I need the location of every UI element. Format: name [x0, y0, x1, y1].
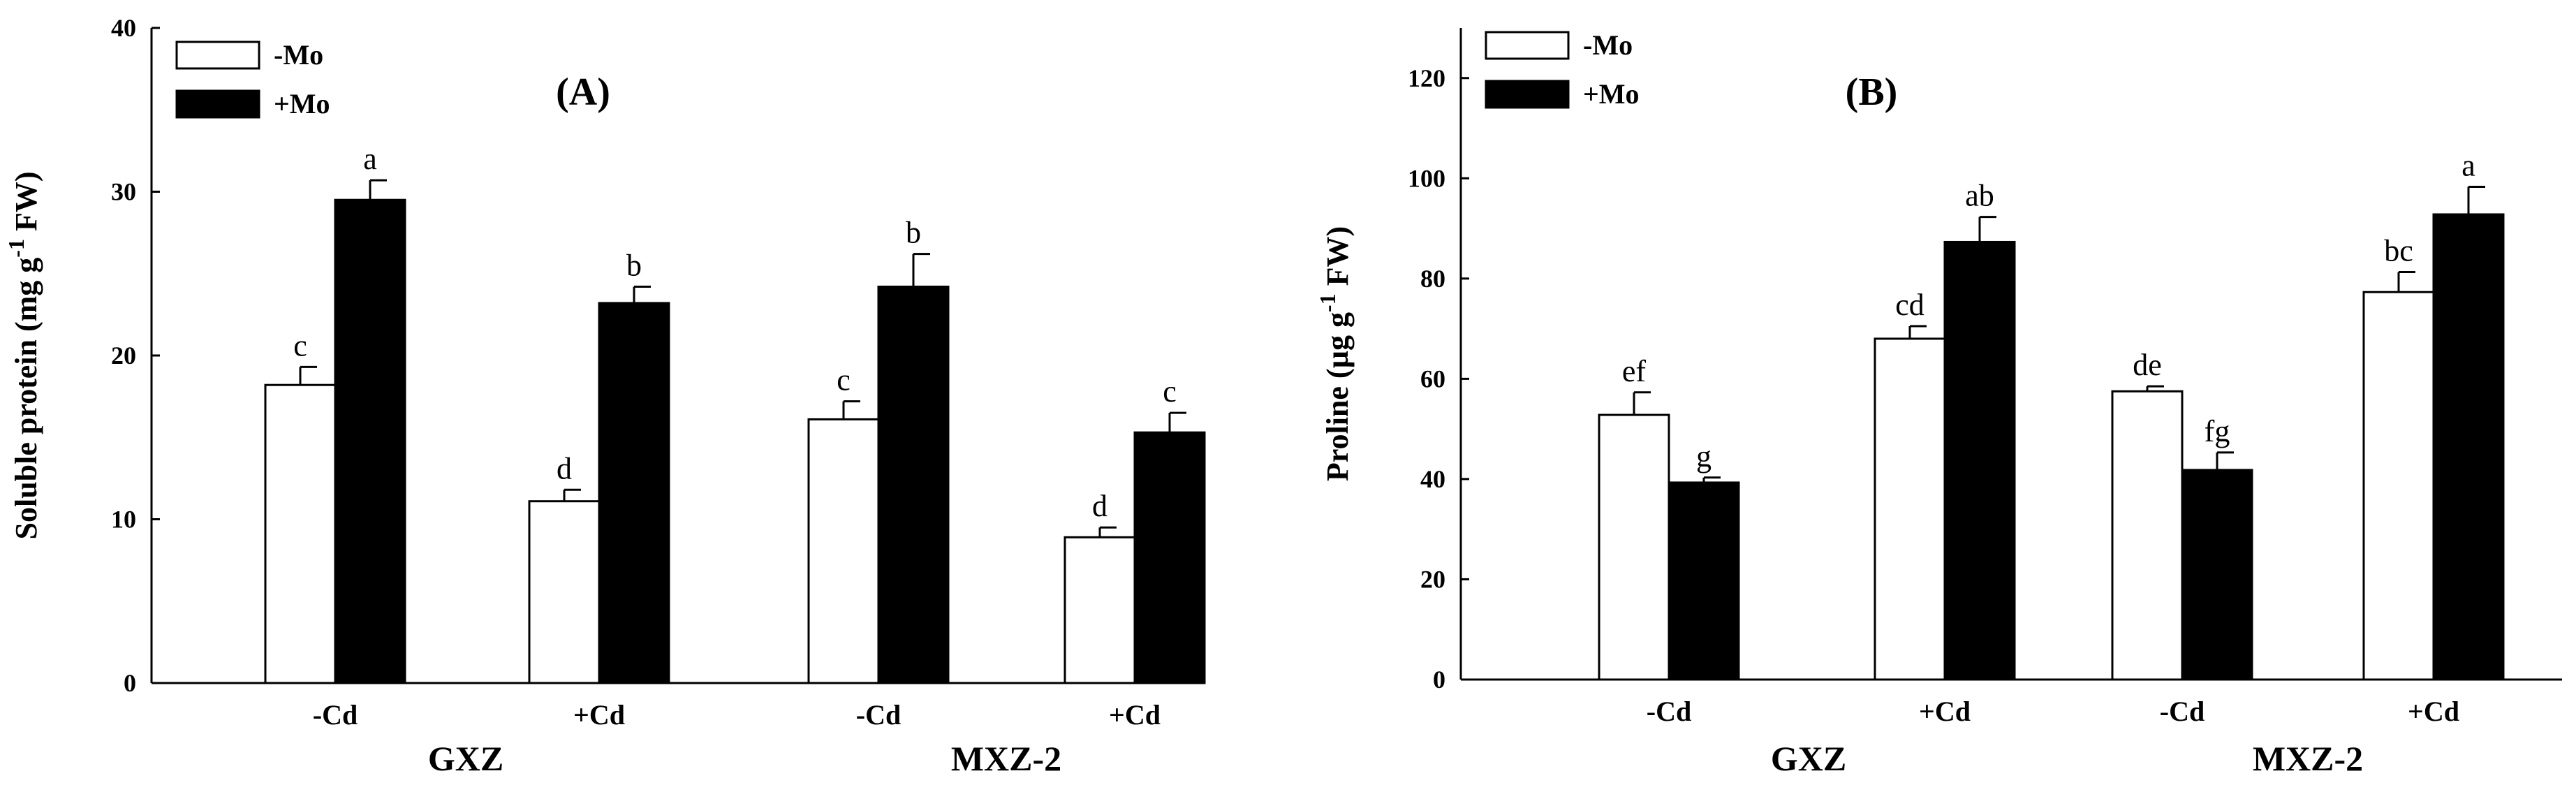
- significance-letter: b: [906, 216, 921, 250]
- x-tick-label: +Cd: [573, 699, 625, 731]
- chart-panel-2: 0 20 40 60 80 100 120 Proline (µg g-1 FW) (B) -Mo…: [1315, 28, 2562, 778]
- y-tick-label: 20: [1420, 565, 1445, 593]
- significance-letter: ab: [1965, 179, 1994, 213]
- x-tick-label: -Cd: [313, 699, 358, 731]
- bar: [877, 286, 950, 684]
- significance-letter: bc: [2384, 234, 2413, 268]
- chart-panel-1: 0 10 20 30 40 Soluble protein (mg g-1 FW) (A) -…: [3, 14, 1206, 778]
- significance-letter: ef: [1622, 354, 1647, 388]
- y-tick-label: 0: [124, 669, 136, 697]
- bar: [528, 500, 601, 684]
- panel-label: (A): [556, 71, 610, 114]
- x-tick-label: +Cd: [1919, 696, 1971, 727]
- legend-label: -Mo: [1583, 29, 1633, 61]
- y-tick-label: 80: [1420, 265, 1445, 293]
- y-axis-label-superscript: -1: [3, 239, 29, 258]
- significance-letter: a: [363, 142, 377, 176]
- bar: [807, 418, 880, 684]
- y-tick-label: 30: [111, 178, 136, 206]
- legend-label: +Mo: [1583, 78, 1640, 110]
- bar: [1598, 413, 1670, 681]
- y-tick-label: 40: [111, 14, 136, 42]
- y-axis-label-main: Proline (µg g: [1320, 312, 1355, 481]
- significance-letter: b: [626, 249, 642, 283]
- bar: [1943, 240, 2016, 681]
- group-label: GXZ: [428, 739, 503, 778]
- y-axis-label-main: Soluble protein (mg g: [9, 258, 43, 540]
- y-tick-label: 120: [1408, 64, 1445, 92]
- group-label: MXZ-2: [2253, 739, 2363, 778]
- group-label: MXZ-2: [951, 739, 1061, 778]
- significance-letter: d: [557, 451, 572, 485]
- bar: [1133, 431, 1206, 684]
- bar: [334, 198, 406, 684]
- bar: [2362, 291, 2435, 681]
- significance-letter: fg: [2205, 414, 2230, 448]
- significance-letter: c: [1163, 374, 1177, 409]
- legend-swatch: [1485, 80, 1570, 109]
- bar: [598, 302, 670, 684]
- y-tick-label: 60: [1420, 365, 1445, 392]
- x-tick-label: -Cd: [1647, 696, 1691, 727]
- legend-swatch: [175, 41, 260, 70]
- y-tick-label: 20: [111, 342, 136, 369]
- x-tick-label: +Cd: [1109, 699, 1161, 731]
- bar: [2432, 213, 2505, 681]
- y-axis-label-unit: FW): [1320, 226, 1355, 294]
- y-axis-label: Soluble protein (mg g-1 FW): [3, 172, 43, 540]
- bar: [1668, 481, 1740, 681]
- x-tick-label: -Cd: [856, 699, 901, 731]
- significance-letter: c: [293, 328, 307, 362]
- bar: [2181, 469, 2253, 681]
- panel-label: (B): [1846, 71, 1898, 114]
- y-axis-label-unit: FW): [9, 172, 43, 240]
- legend-label: +Mo: [274, 88, 330, 119]
- y-tick-label: 0: [1433, 666, 1445, 694]
- y-tick-label: 100: [1408, 164, 1445, 192]
- bar: [264, 383, 337, 684]
- significance-letter: g: [1696, 439, 1712, 474]
- legend-label: -Mo: [274, 39, 323, 71]
- significance-letter: c: [837, 363, 851, 397]
- legend-swatch: [1485, 31, 1570, 60]
- y-axis-label-superscript: -1: [1315, 293, 1340, 312]
- group-label: GXZ: [1771, 739, 1846, 778]
- significance-letter: a: [2461, 149, 2475, 183]
- significance-letter: cd: [1895, 288, 1924, 322]
- bar: [1874, 337, 1946, 681]
- y-tick-label: 10: [111, 506, 136, 534]
- legend-swatch: [175, 89, 260, 119]
- bar: [2111, 390, 2184, 681]
- significance-letter: d: [1092, 489, 1107, 523]
- significance-letter: de: [2133, 348, 2162, 382]
- x-tick-label: +Cd: [2408, 696, 2459, 727]
- x-tick-label: -Cd: [2160, 696, 2205, 727]
- y-tick-label: 40: [1420, 465, 1445, 493]
- y-axis-label: Proline (µg g-1 FW): [1315, 226, 1355, 481]
- bar: [1063, 536, 1136, 684]
